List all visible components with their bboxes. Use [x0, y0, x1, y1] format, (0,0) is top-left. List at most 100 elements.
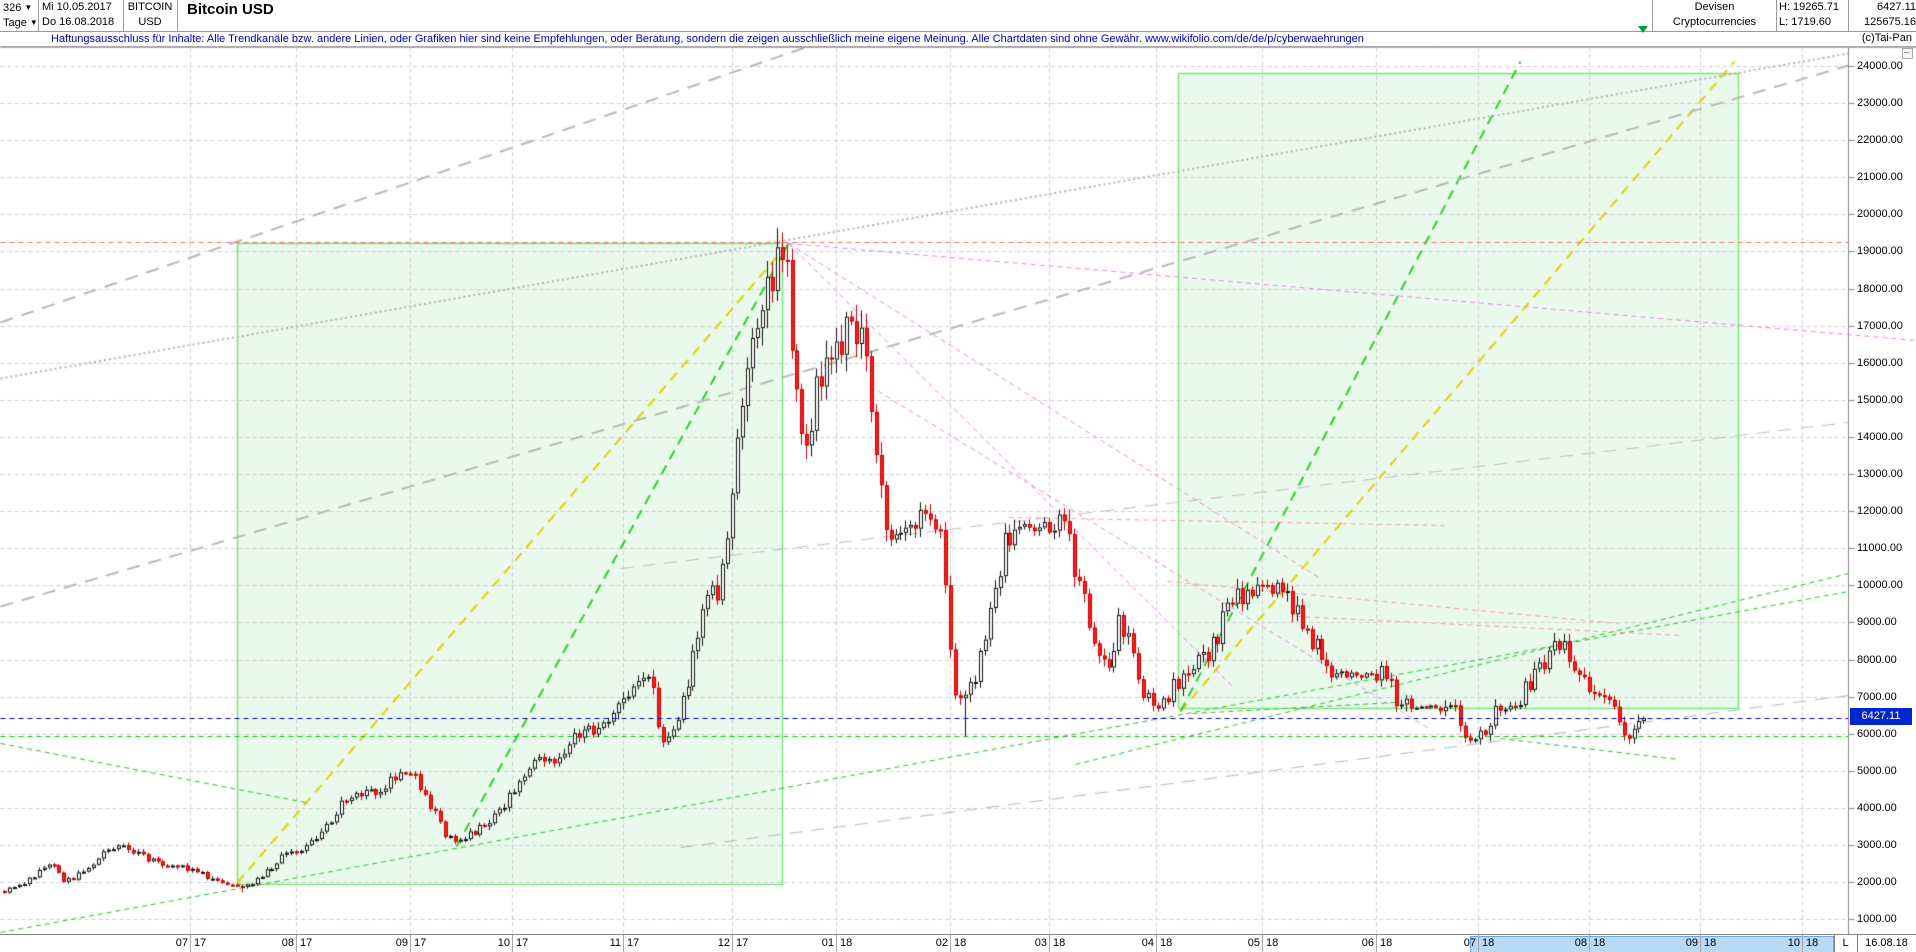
x-axis-year-label: 17: [627, 937, 640, 949]
x-axis-year-label: 18: [1482, 937, 1495, 949]
y-axis-label: 22000.00: [1857, 134, 1903, 147]
x-axis-tick: [1478, 935, 1479, 952]
last-price-value: 6427.11: [1877, 1, 1916, 13]
timeframe-dropdown[interactable]: Tage ▼: [3, 17, 38, 29]
symbol-cell: BITCOIN USD: [123, 0, 178, 31]
x-axis-year-label: 17: [414, 937, 427, 949]
x-axis-month-label: 09: [395, 937, 408, 949]
x-axis-tick: [836, 935, 837, 952]
y-axis-label: 13000.00: [1857, 468, 1903, 481]
y-axis-label: 12000.00: [1857, 505, 1903, 518]
date-range-highlight: [1470, 936, 1834, 952]
x-axis-tick: [1049, 935, 1050, 952]
period-cell: 326 ▼ Tage ▼: [0, 0, 39, 31]
x-axis-year-label: 18: [1806, 937, 1819, 949]
x-axis-month-label: 03: [1034, 937, 1047, 949]
disclaimer-text: Haftungsausschluss für Inhalte: Alle Tre…: [51, 33, 1364, 45]
copyright-label: (c)Tai-Pan: [1857, 32, 1912, 44]
last-bar-marker-icon: [1638, 26, 1648, 33]
x-axis-year-label: 17: [300, 937, 313, 949]
x-axis-year-label: 18: [1266, 937, 1279, 949]
secondary-value: 125675.16: [1864, 16, 1916, 28]
x-axis-month-label: 08: [1574, 937, 1587, 949]
y-axis-label: 10000.00: [1857, 579, 1903, 592]
y-axis-label: 19000.00: [1857, 245, 1903, 258]
x-axis-year-label: 17: [516, 937, 529, 949]
axis-l-label: L: [1842, 937, 1849, 949]
x-axis-month-label: 07: [1463, 937, 1476, 949]
x-axis-month-label: 12: [717, 937, 730, 949]
symbol-name: BITCOIN: [127, 1, 173, 13]
header-divider: [0, 31, 1916, 32]
collapse-icon[interactable]: [1902, 48, 1913, 59]
x-axis-tick: [190, 935, 191, 952]
axis-separator: [1834, 935, 1835, 952]
chart-area: 24000.00 23000.00 22000.00 21000.00 20000.00…: [0, 46, 1916, 935]
y-axis-label: 9000.00: [1857, 616, 1897, 629]
x-axis-tick: [732, 935, 733, 952]
price-chart-canvas[interactable]: [0, 47, 1916, 935]
x-axis-month-label: 11: [609, 937, 621, 949]
y-axis-label: 11000.00: [1857, 542, 1903, 555]
date-to: Do 16.08.2018: [42, 16, 115, 28]
category-cell: Devisen Cryptocurrencies: [1652, 0, 1777, 31]
x-axis-tick: [1156, 935, 1157, 952]
chart-header: 326 ▼ Tage ▼ Mi 10.05.2017 Do 16.08.2018…: [0, 0, 1916, 31]
x-axis-year-label: 17: [736, 937, 749, 949]
y-axis-label: 20000.00: [1857, 208, 1903, 221]
date-range-cell: Mi 10.05.2017 Do 16.08.2018: [38, 0, 124, 31]
x-axis-tick: [1262, 935, 1263, 952]
y-axis-label: 1000.00: [1857, 913, 1897, 926]
category-sub: Cryptocurrencies: [1672, 16, 1757, 28]
x-axis-month-label: 10: [1787, 937, 1800, 949]
symbol-currency: USD: [138, 16, 162, 28]
y-axis-label: 2000.00: [1857, 876, 1897, 889]
y-axis-label: 7000.00: [1857, 690, 1897, 703]
x-axis-tick: [1700, 935, 1701, 952]
y-axis-label: 23000.00: [1857, 97, 1903, 110]
y-axis-label: 17000.00: [1857, 319, 1903, 332]
y-axis-label: 4000.00: [1857, 801, 1897, 814]
x-axis-month-label: 01: [821, 937, 834, 949]
page-title: Bitcoin USD: [187, 1, 274, 18]
x-axis-year-label: 18: [1380, 937, 1393, 949]
current-price-badge: 6427.11: [1850, 707, 1912, 725]
y-axis-label: 5000.00: [1857, 764, 1897, 777]
bars-count-dropdown[interactable]: 326 ▼: [3, 2, 33, 14]
x-axis-year-label: 17: [194, 937, 207, 949]
x-axis-month-label: 07: [175, 937, 188, 949]
y-axis-label: 14000.00: [1857, 430, 1903, 443]
x-axis-month-label: 04: [1141, 937, 1154, 949]
category-group: Devisen: [1694, 1, 1735, 13]
x-axis-year-label: 18: [1053, 937, 1066, 949]
x-axis-tick: [1589, 935, 1590, 952]
x-axis-tick: [296, 935, 297, 952]
x-axis-year-label: 18: [1160, 937, 1173, 949]
y-axis-label: 24000.00: [1857, 60, 1903, 72]
x-axis-year-label: 18: [954, 937, 967, 949]
axis-end-date: 16.08.18: [1865, 937, 1908, 949]
y-axis-label: 21000.00: [1857, 171, 1903, 184]
x-axis-month-label: 10: [497, 937, 510, 949]
y-axis-label: 16000.00: [1857, 356, 1903, 369]
y-axis-label: 15000.00: [1857, 393, 1903, 406]
y-axis-label: 6000.00: [1857, 727, 1897, 740]
x-axis-year-label: 18: [1593, 937, 1606, 949]
x-axis-month-label: 09: [1685, 937, 1698, 949]
y-axis-label: 18000.00: [1857, 282, 1903, 295]
x-axis-month-label: 02: [935, 937, 948, 949]
x-axis-tick: [512, 935, 513, 952]
high-low-cell: H: 19265.71 L: 1719.60: [1775, 0, 1849, 31]
x-axis-month-label: 05: [1247, 937, 1260, 949]
x-axis-bar[interactable]: 07 17 08 17 09 17 10 17 11 17 12 17 01 18 02 18 03 18 04 18…: [0, 934, 1916, 952]
date-from: Mi 10.05.2017: [42, 1, 112, 13]
x-axis-month-label: 06: [1361, 937, 1374, 949]
period-high: H: 19265.71: [1779, 1, 1839, 13]
axis-separator: [1857, 935, 1858, 952]
x-axis-month-label: 08: [281, 937, 294, 949]
x-axis-year-label: 18: [1704, 937, 1717, 949]
y-axis-label: 3000.00: [1857, 838, 1897, 851]
last-price-cell: 6427.11 125675.16: [1848, 0, 1916, 31]
y-axis-label: 8000.00: [1857, 653, 1897, 666]
